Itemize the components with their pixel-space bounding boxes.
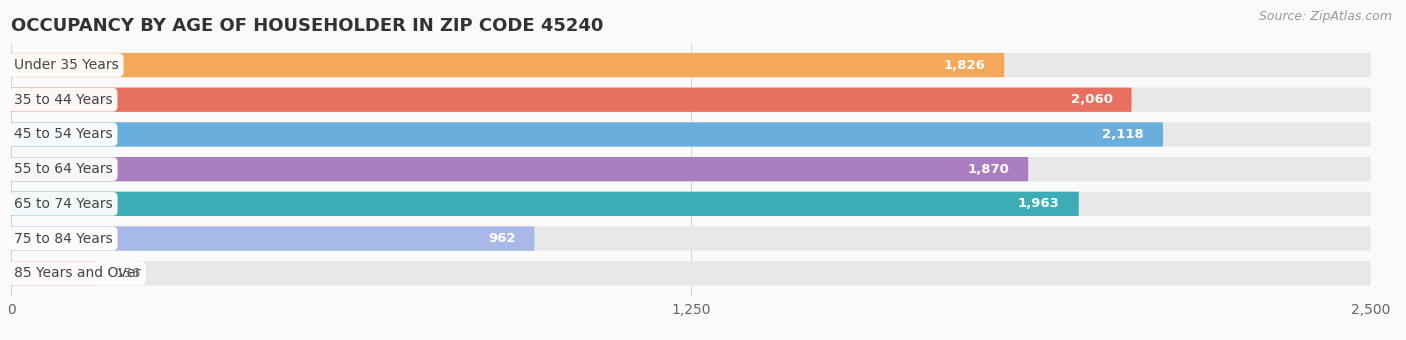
FancyBboxPatch shape: [11, 157, 1028, 181]
Text: 1,826: 1,826: [943, 58, 986, 71]
FancyBboxPatch shape: [11, 226, 534, 251]
Text: 55 to 64 Years: 55 to 64 Years: [14, 162, 112, 176]
Text: 156: 156: [115, 267, 141, 280]
Text: 35 to 44 Years: 35 to 44 Years: [14, 93, 112, 107]
Text: OCCUPANCY BY AGE OF HOUSEHOLDER IN ZIP CODE 45240: OCCUPANCY BY AGE OF HOUSEHOLDER IN ZIP C…: [11, 17, 603, 35]
FancyBboxPatch shape: [11, 261, 96, 285]
FancyBboxPatch shape: [11, 157, 1371, 181]
FancyBboxPatch shape: [11, 226, 1371, 251]
Text: 45 to 54 Years: 45 to 54 Years: [14, 128, 112, 141]
Text: Source: ZipAtlas.com: Source: ZipAtlas.com: [1258, 10, 1392, 23]
FancyBboxPatch shape: [11, 53, 1371, 77]
Text: 85 Years and Over: 85 Years and Over: [14, 266, 141, 280]
FancyBboxPatch shape: [11, 122, 1371, 147]
FancyBboxPatch shape: [11, 192, 1078, 216]
FancyBboxPatch shape: [11, 261, 1371, 285]
Text: Under 35 Years: Under 35 Years: [14, 58, 118, 72]
FancyBboxPatch shape: [11, 88, 1371, 112]
FancyBboxPatch shape: [11, 122, 1163, 147]
Text: 65 to 74 Years: 65 to 74 Years: [14, 197, 112, 211]
Text: 1,870: 1,870: [967, 163, 1010, 176]
FancyBboxPatch shape: [11, 53, 1004, 77]
Text: 2,118: 2,118: [1102, 128, 1144, 141]
Text: 962: 962: [488, 232, 516, 245]
FancyBboxPatch shape: [11, 88, 1132, 112]
Text: 2,060: 2,060: [1070, 93, 1112, 106]
FancyBboxPatch shape: [11, 192, 1371, 216]
Text: 1,963: 1,963: [1018, 197, 1060, 210]
Text: 75 to 84 Years: 75 to 84 Years: [14, 232, 112, 245]
